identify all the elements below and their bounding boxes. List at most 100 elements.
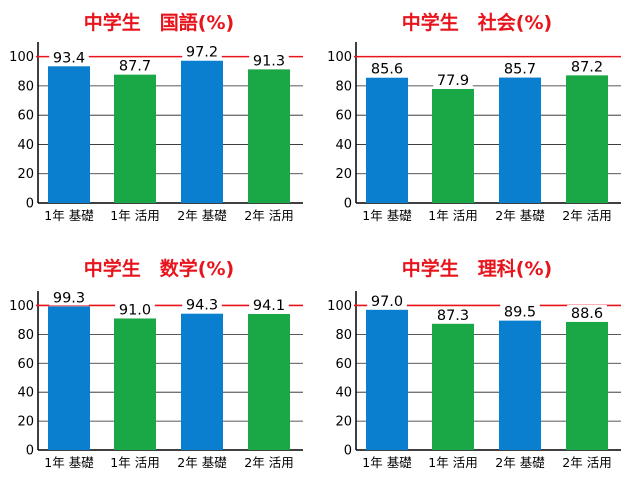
y-tick-label: 40 [335,386,352,401]
data-label: 88.6 [571,306,603,322]
y-tick-label: 100 [9,299,34,314]
data-label: 87.7 [119,59,151,75]
data-label: 97.0 [371,294,403,310]
chart-title-rika: 中学生 理科(%) [401,258,553,280]
data-label-bg [182,296,222,313]
data-label: 91.3 [253,53,285,69]
y-tick-label: 80 [17,79,34,94]
category-label: 2年 活用 [244,455,293,470]
category-label: 1年 基礎 [44,208,94,223]
y-tick-label: 20 [17,167,34,182]
y-tick-label: 60 [335,109,352,124]
data-label-bg [500,303,540,320]
y-tick-label: 20 [17,415,34,430]
y-tick-label: 0 [344,197,352,212]
data-label-bg [49,49,89,66]
y-tick-label: 80 [335,328,352,343]
bar-chart-rika: 0 20 40 60 80 100 97.0 1年 基礎 87.3 1年 活用 89.5 2年 基礎 8… [327,291,621,470]
bar [432,323,474,450]
y-tick-label: 40 [335,138,352,153]
category-label: 1年 活用 [110,208,159,223]
y-tick-label: 20 [335,415,352,430]
data-label: 87.3 [437,308,469,324]
data-label-bg [433,306,473,323]
data-label: 94.1 [253,298,285,314]
data-label: 87.2 [571,59,603,75]
category-label: 1年 基礎 [362,208,412,223]
bar [432,88,474,203]
bar [181,313,223,450]
bar [181,60,223,204]
category-label: 1年 基礎 [362,455,412,470]
category-label: 2年 基礎 [177,455,227,470]
data-label: 97.2 [186,45,218,61]
y-tick-label: 80 [17,328,34,343]
y-tick-label: 100 [327,50,352,65]
chart-panel-shakai: 中学生 社会(%) 0 20 40 60 80 100 85.6 1年 基礎 77.9 1年 活用… [318,0,636,242]
data-label-bg [367,292,407,309]
y-tick-label: 0 [344,444,352,459]
bar [499,77,541,203]
bar [114,74,156,203]
y-tick-label: 60 [17,357,34,372]
chart-title-sugaku: 中学生 数学(%) [83,258,235,280]
data-label-bg [115,57,155,74]
data-label: 85.6 [371,62,403,78]
y-tick-label: 60 [335,357,352,372]
chart-panel-sugaku: 中学生 数学(%) 0 20 40 60 80 100 99.3 1年 基礎 91.0 1年 活用… [0,242,318,483]
category-label: 2年 活用 [562,455,611,470]
y-tick-label: 0 [26,444,34,459]
category-label: 2年 基礎 [495,455,545,470]
bar [48,66,90,204]
data-label: 99.3 [53,290,85,306]
bar-chart-shakai: 0 20 40 60 80 100 85.6 1年 基礎 77.9 1年 活用 85.7 2年 基礎 8… [327,42,621,223]
bar-chart-kokugo: 0 20 40 60 80 100 93.4 1年 基礎 87.7 1年 活用 97.2 2年 基礎 9… [9,42,303,223]
y-tick-label: 80 [335,79,352,94]
category-label: 2年 活用 [562,208,611,223]
bar [566,75,608,203]
data-label: 77.9 [437,73,469,89]
category-label: 1年 活用 [110,455,159,470]
data-label: 93.4 [53,50,85,66]
y-tick-label: 40 [17,386,34,401]
category-label: 2年 基礎 [177,208,227,223]
data-label-bg [567,304,607,321]
data-label-bg [249,52,289,69]
category-label: 2年 活用 [244,208,293,223]
category-label: 1年 活用 [428,455,477,470]
chart-panel-kokugo: 中学生 国語(%) 0 20 40 60 80 100 93.4 1年 基礎 87.7 1年 活用… [0,0,318,242]
bar-chart-sugaku: 0 20 40 60 80 100 99.3 1年 基礎 91.0 1年 活用 94.3 2年 基礎 9… [9,289,303,470]
data-label-bg [567,58,607,75]
y-tick-label: 100 [327,299,352,314]
y-tick-label: 60 [17,109,34,124]
bar [566,321,608,450]
bar [366,309,408,450]
y-tick-label: 20 [335,167,352,182]
chart-title-shakai: 中学生 社会(%) [401,12,553,34]
category-label: 1年 基礎 [44,455,94,470]
data-label: 89.5 [504,305,536,321]
data-label: 94.3 [186,298,218,314]
category-label: 1年 活用 [428,208,477,223]
chart-title-kokugo: 中学生 国語(%) [83,12,235,34]
data-label-bg [249,296,289,313]
data-label: 91.0 [119,302,151,318]
y-tick-label: 100 [9,50,34,65]
bar [366,77,408,203]
category-label: 2年 基礎 [495,208,545,223]
data-label-bg [433,71,473,88]
data-label-bg [500,60,540,77]
bar [499,320,541,450]
y-tick-label: 0 [26,197,34,212]
data-label: 85.7 [504,62,536,78]
data-label-bg [367,60,407,77]
bar [248,313,290,450]
bar [48,306,90,450]
y-tick-label: 40 [17,138,34,153]
bar [114,318,156,450]
data-label-bg [182,43,222,60]
chart-panel-rika: 中学生 理科(%) 0 20 40 60 80 100 97.0 1年 基礎 87.3 1年 活用… [318,242,636,483]
bar [248,69,290,204]
data-label-bg [115,301,155,318]
data-label-bg [49,289,89,306]
